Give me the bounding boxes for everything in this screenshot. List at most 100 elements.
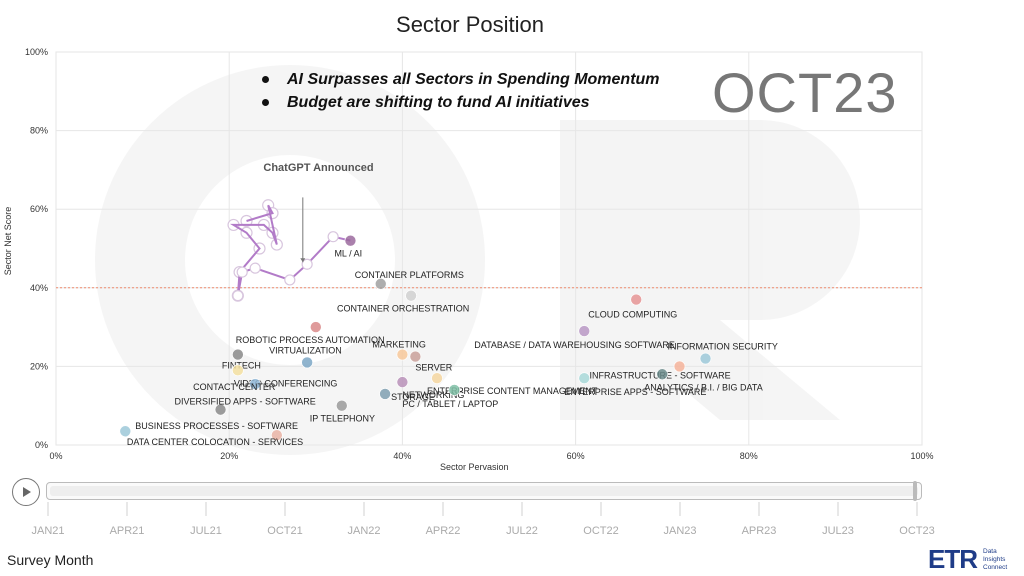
data-point — [374, 278, 387, 290]
timeline-tick-label: JUL22 — [506, 525, 538, 537]
data-point-label: DATABASE / DATA WAREHOUSING SOFTWARE — [474, 340, 675, 350]
trail-point — [284, 274, 296, 286]
data-point — [699, 352, 712, 365]
data-point-label: ANALYTICS / B.I. / BIG DATA — [644, 382, 763, 392]
data-point-label: STORAGE — [391, 392, 435, 402]
data-point-label: PC / TABLET / LAPTOP — [402, 399, 498, 409]
annotation-arrowhead — [300, 258, 306, 263]
data-point — [379, 388, 391, 400]
timeline-tick-label: APR22 — [426, 525, 461, 537]
data-point-label: NETWORKING — [402, 390, 464, 400]
data-point-label: VIRTUALIZATION — [269, 345, 342, 355]
data-point — [309, 321, 322, 333]
data-point — [301, 356, 313, 369]
trail-point — [232, 290, 244, 302]
timeline-tick-label: OCT23 — [899, 525, 934, 537]
bullet-text: AI Surpasses all Sectors in Spending Mom… — [287, 71, 660, 88]
trail-point — [301, 258, 313, 270]
data-point — [232, 348, 244, 361]
timeline-slider[interactable] — [46, 481, 922, 501]
trail-history-line — [229, 204, 278, 296]
x-tick-label: 60% — [567, 451, 585, 461]
data-point — [344, 234, 357, 247]
y-tick-label: 20% — [30, 361, 48, 371]
logo-subtitle: Data Insights Connect — [983, 548, 1007, 572]
y-tick-label: 40% — [30, 283, 48, 293]
data-point-label: IP TELEPHONY — [310, 414, 375, 424]
data-point — [232, 364, 244, 377]
timeline-tick-label: JUL21 — [190, 525, 222, 537]
data-point-label: MARKETING — [372, 340, 426, 350]
data-point — [630, 293, 643, 306]
logo-sub-line: Insights — [983, 555, 1006, 563]
data-point — [578, 372, 591, 384]
data-point — [431, 372, 443, 384]
logo-sub-line: Connect — [983, 563, 1008, 571]
timeline-tick-label: APR23 — [742, 525, 777, 537]
data-point-label: DATA CENTER COLOCATION - SERVICES — [127, 437, 303, 447]
bullet-icon — [262, 76, 269, 83]
y-tick-label: 100% — [25, 47, 48, 57]
bullet-item: AI Surpasses all Sectors in Spending Mom… — [262, 68, 660, 91]
y-tick-label: 80% — [30, 126, 48, 136]
timeline-slider-handle[interactable] — [913, 481, 917, 501]
trail-point — [327, 231, 339, 243]
logo-sub-line: Data — [983, 547, 997, 555]
y-tick-label: 0% — [35, 440, 48, 450]
timeline-tick-label: JUL23 — [822, 525, 854, 537]
x-tick-label: 80% — [740, 451, 758, 461]
trail-point — [236, 266, 248, 278]
data-point-label: BUSINESS PROCESSES - SOFTWARE — [135, 421, 298, 431]
chart-title: Sector Position — [396, 12, 544, 37]
y-tick-label: 60% — [30, 204, 48, 214]
bullet-icon — [262, 99, 269, 106]
data-point — [249, 378, 261, 390]
watermark-shape — [600, 120, 860, 420]
data-point — [405, 289, 417, 302]
data-point — [578, 325, 591, 337]
trail-point — [249, 262, 261, 274]
bullet-item: Budget are shifting to fund AI initiativ… — [262, 91, 660, 114]
timeline-tick-label: OCT22 — [583, 525, 618, 537]
watermark-logo — [95, 65, 860, 455]
data-point-label: CONTAINER ORCHESTRATION — [337, 304, 469, 314]
x-tick-label: 0% — [49, 451, 62, 461]
x-tick-label: 100% — [910, 451, 933, 461]
data-point — [656, 368, 669, 381]
headline-bullets: AI Surpasses all Sectors in Spending Mom… — [262, 68, 660, 114]
timeline-tick-label: JAN22 — [347, 525, 380, 537]
data-point — [448, 384, 461, 396]
play-button[interactable] — [12, 478, 40, 506]
data-point-label: SERVER — [415, 363, 452, 373]
data-point — [271, 429, 283, 441]
data-point-label: ENTERPRISE CONTENT MANAGEMENT — [427, 386, 598, 396]
watermark-shape — [95, 65, 485, 455]
timeline-axis: JAN21 APR21 JUL21 OCT21 JAN22 APR22 JUL22 OCT22… — [31, 502, 935, 537]
data-point-label: ROBOTIC PROCESS AUTOMATION — [236, 335, 385, 345]
bullet-text: Budget are shifting to fund AI initiativ… — [287, 94, 590, 111]
y-axis-label: Sector Net Score — [3, 206, 13, 276]
data-point-label: DIVERSIFIED APPS - SOFTWARE — [175, 397, 316, 407]
data-point-label: ENTERPRISE APPS - SOFTWARE — [564, 387, 706, 397]
data-point — [335, 399, 348, 412]
timeline-slider-fill — [50, 486, 918, 496]
scatter-chart: 0%0% 20% 20% 40% 40% 60% 60% 80% 80% 100% 100% Chat… — [25, 47, 934, 461]
x-tick-label: 20% — [220, 451, 238, 461]
chatgpt-annotation: ChatGPT Announced — [263, 162, 373, 174]
data-point — [119, 425, 132, 438]
data-point-label: CONTACT CENTER — [193, 382, 276, 392]
month-stamp: OCT23 — [712, 61, 898, 124]
data-point — [409, 350, 422, 363]
data-point-label: VIDEO CONFERENCING — [234, 378, 338, 388]
data-point-label: INFORMATION SECURITY — [668, 342, 778, 352]
x-tick-label: 40% — [393, 451, 411, 461]
x-axis-label: Sector Pervasion — [440, 462, 509, 472]
data-point-label: CONTAINER PLATFORMS — [355, 270, 464, 280]
data-point-label: CLOUD COMPUTING — [588, 310, 677, 320]
logo-mark: ETR — [928, 544, 978, 574]
timeline-tick-label: JAN23 — [663, 525, 696, 537]
survey-month-label: Survey Month — [7, 552, 94, 568]
data-point — [396, 348, 409, 361]
data-point-label: FINTECH — [222, 361, 261, 371]
data-point — [214, 403, 227, 416]
